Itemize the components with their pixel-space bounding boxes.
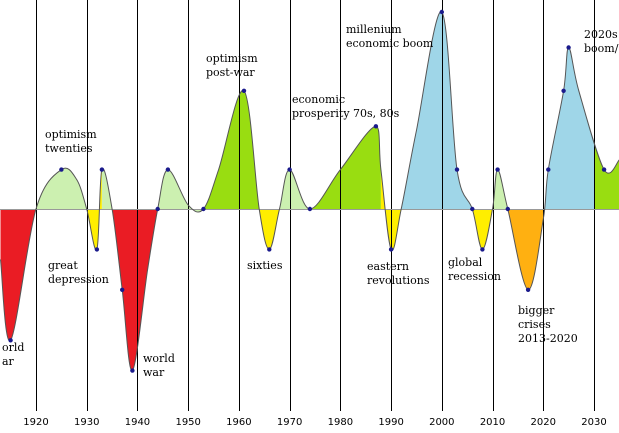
- region-fill-13: [472, 209, 493, 250]
- annotation-text: revolutions: [367, 274, 430, 287]
- marker-12: [287, 167, 292, 172]
- marker-21: [505, 206, 510, 212]
- marker-9: [201, 206, 206, 212]
- marker-14: [373, 124, 379, 129]
- marker-25: [566, 45, 571, 50]
- annotation-text: twenties: [45, 142, 93, 155]
- annotations: orldaroptimismtwentiesgreatdepressionwor…: [2, 23, 619, 379]
- region-fill-5: [112, 209, 158, 371]
- region-fill-15: [507, 209, 544, 290]
- tick-label-2030: 2030: [581, 417, 606, 428]
- marker-13: [307, 206, 313, 212]
- annotation-text: optimism: [206, 52, 258, 65]
- point-markers: [8, 9, 607, 373]
- marker-20: [495, 167, 500, 172]
- annotation-text: economic: [292, 93, 345, 106]
- tick-label-1960: 1960: [226, 417, 251, 428]
- region-fill-9: [279, 169, 310, 209]
- region-fills: [0, 11, 619, 371]
- marker-19: [480, 247, 485, 252]
- marker-26: [601, 167, 607, 172]
- region-fill-7: [203, 90, 260, 209]
- marker-23: [546, 167, 551, 172]
- annotation-text: global: [448, 256, 483, 269]
- marker-18: [470, 206, 475, 212]
- marker-11: [267, 247, 272, 252]
- annotation-6: sixties: [247, 259, 283, 272]
- region-fill-2: [36, 168, 87, 209]
- annotation-text: great: [48, 259, 78, 272]
- marker-16: [439, 9, 444, 15]
- annotation-text: boom/c: [584, 42, 619, 55]
- annotation-text: optimism: [45, 128, 97, 141]
- marker-17: [454, 167, 460, 172]
- region-fill-6: [157, 169, 204, 213]
- marker-7: [155, 206, 160, 212]
- marker-8: [165, 167, 171, 172]
- region-fill-10: [309, 126, 381, 209]
- tick-label-1980: 1980: [328, 417, 353, 428]
- marker-1: [8, 338, 13, 343]
- region-fill-1: [0, 209, 36, 341]
- annotation-12: 2020s eboom/c: [584, 28, 619, 55]
- annotation-text: 2013-2020: [518, 332, 578, 345]
- marker-4: [99, 167, 105, 172]
- tick-label-1930: 1930: [74, 417, 99, 428]
- tick-label-2020: 2020: [531, 417, 556, 428]
- x-axis-ticks: 1920 1930 1940 1950 1960 1970 1980 1990 2000 2010…: [23, 417, 606, 428]
- annotation-text: recession: [448, 270, 501, 283]
- annotation-text: world: [143, 352, 175, 365]
- marker-10: [241, 88, 247, 94]
- marker-22: [525, 287, 531, 292]
- annotation-text: orld: [2, 341, 24, 354]
- marker-5: [120, 287, 125, 292]
- marker-24: [561, 88, 566, 94]
- annotation-text: economic boom: [346, 37, 434, 50]
- annotation-text: bigger: [518, 304, 555, 317]
- annotation-text: war: [143, 366, 165, 379]
- region-fill-4: [101, 168, 113, 209]
- tick-label-1950: 1950: [175, 417, 200, 428]
- region-fill-14: [492, 169, 508, 209]
- region-fill-16: [543, 47, 594, 220]
- annotation-text: post-war: [206, 66, 255, 79]
- annotation-text: ar: [2, 355, 15, 368]
- tick-label-1970: 1970: [277, 417, 302, 428]
- marker-6: [130, 368, 135, 373]
- marker-2: [59, 167, 64, 172]
- annotation-text: millenium: [346, 23, 402, 36]
- marker-15: [388, 247, 394, 252]
- annotation-text: sixties: [247, 259, 283, 272]
- annotation-text: eastern: [367, 260, 409, 273]
- tick-label-2000: 2000: [429, 417, 454, 428]
- tick-label-1990: 1990: [378, 417, 403, 428]
- marker-3: [94, 247, 100, 252]
- annotation-text: crises: [518, 318, 551, 331]
- region-fill-12: [401, 11, 473, 209]
- tick-label-2010: 2010: [480, 417, 505, 428]
- tick-label-1940: 1940: [125, 417, 150, 428]
- annotation-text: prosperity 70s, 80s: [292, 107, 400, 120]
- annotation-text: 2020s e: [584, 28, 619, 41]
- annotation-text: depression: [48, 273, 109, 286]
- region-fill-8: [259, 209, 280, 250]
- region-fill-17: [594, 142, 619, 209]
- tick-label-1920: 1920: [23, 417, 48, 428]
